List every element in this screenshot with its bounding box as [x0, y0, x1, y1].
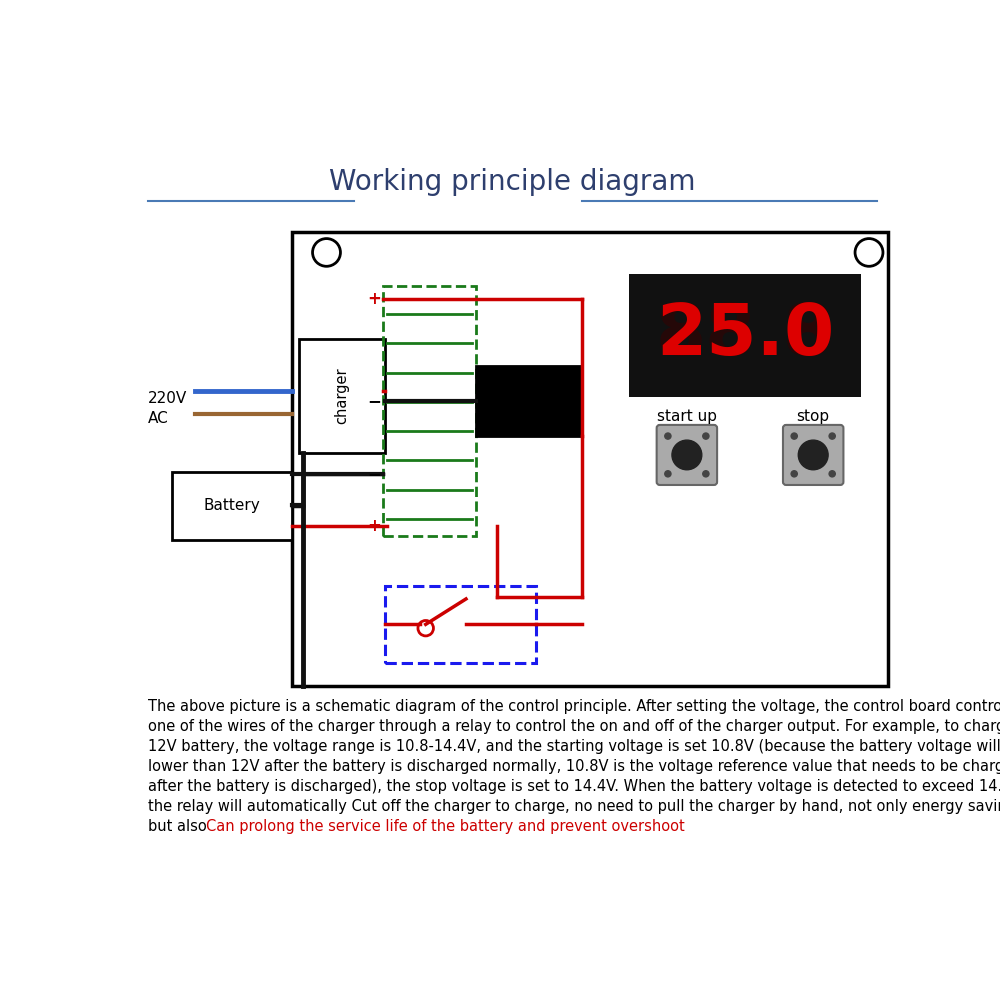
Text: 12V battery, the voltage range is 10.8-14.4V, and the starting voltage is set 10: 12V battery, the voltage range is 10.8-1… [148, 739, 1000, 754]
Text: Working principle diagram: Working principle diagram [329, 168, 696, 196]
Circle shape [665, 471, 671, 477]
Text: lower than 12V after the battery is discharged normally, 10.8V is the voltage re: lower than 12V after the battery is disc… [148, 759, 1000, 774]
Bar [299, 339, 385, 453]
Text: but also: but also [148, 819, 212, 834]
Text: 220V
AC: 220V AC [148, 391, 188, 426]
Bar [476, 366, 582, 436]
Bar [629, 274, 861, 397]
Text: Battery: Battery [203, 498, 260, 513]
FancyBboxPatch shape [783, 425, 843, 485]
Bar [172, 472, 292, 540]
Text: −: − [368, 392, 381, 410]
Text: The above picture is a schematic diagram of the control principle. After setting: The above picture is a schematic diagram… [148, 699, 1000, 714]
Circle shape [672, 440, 702, 470]
Text: +: + [368, 290, 381, 308]
Bar [385, 586, 536, 663]
Text: Can prolong the service life of the battery and prevent overshoot: Can prolong the service life of the batt… [206, 819, 684, 834]
Text: charger: charger [334, 368, 350, 424]
Text: +: + [368, 517, 381, 535]
Circle shape [829, 471, 835, 477]
Text: one of the wires of the charger through a relay to control the on and off of the: one of the wires of the charger through … [148, 719, 1000, 734]
Text: −: − [368, 465, 381, 483]
Text: stop: stop [797, 409, 830, 424]
Circle shape [829, 433, 835, 439]
Circle shape [703, 471, 709, 477]
FancyBboxPatch shape [657, 425, 717, 485]
Circle shape [791, 433, 797, 439]
Text: after the battery is discharged), the stop voltage is set to 14.4V. When the bat: after the battery is discharged), the st… [148, 779, 1000, 794]
Bar [383, 286, 476, 536]
Text: the relay will automatically Cut off the charger to charge, no need to pull the : the relay will automatically Cut off the… [148, 799, 1000, 814]
Text: 88.8: 88.8 [656, 301, 834, 370]
Text: 25.0: 25.0 [656, 301, 834, 370]
Circle shape [703, 433, 709, 439]
Circle shape [791, 471, 797, 477]
Circle shape [665, 433, 671, 439]
Text: start up: start up [657, 409, 717, 424]
Circle shape [798, 440, 828, 470]
Bar [292, 232, 888, 686]
